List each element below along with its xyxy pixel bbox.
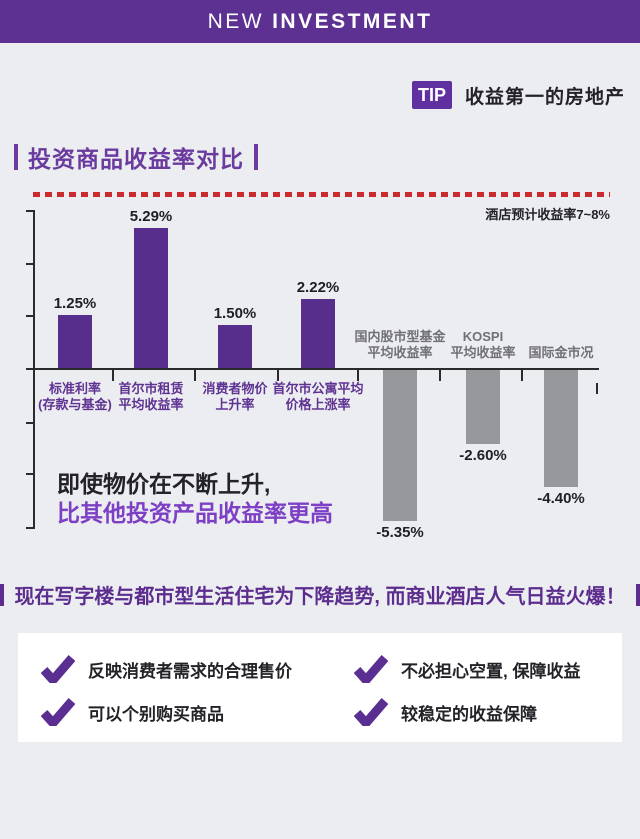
- x-axis-tick: [194, 368, 196, 381]
- x-axis-tick: [112, 368, 114, 381]
- x-axis-baseline: [26, 368, 599, 370]
- feature-label: 不必担心空置, 保障收益: [401, 661, 581, 681]
- bar-category-label: 首尔市租赁 平均收益率: [118, 381, 184, 412]
- chart-bar: [466, 370, 500, 444]
- statement-text: 现在写字楼与都市型生活住宅为下降趋势, 而商业酒店人气日益火爆！: [14, 586, 626, 608]
- feature-label: 反映消费者需求的合理售价: [88, 661, 292, 681]
- checkmark-icon: [41, 655, 75, 683]
- bar-category-label: KOSPI 平均收益率: [450, 329, 516, 360]
- y-axis-tick: [26, 473, 34, 475]
- bar-value-label: -4.40%: [537, 490, 585, 507]
- statement-banner: 现在写字楼与都市型生活住宅为下降趋势, 而商业酒店人气日益火爆！: [0, 580, 640, 609]
- feature-item: 较稳定的收益保障: [354, 693, 622, 731]
- reference-dashed-line: [33, 192, 610, 197]
- delimiter-bar-icon: [14, 144, 18, 170]
- y-axis-tick: [26, 210, 34, 212]
- x-axis-tick: [277, 368, 279, 381]
- feature-item: 可以个别购买商品: [41, 693, 354, 731]
- header-banner: NEW INVESTMENT: [0, 0, 640, 43]
- tip-row: TIP 收益第一的房地产: [411, 81, 625, 109]
- y-axis-tick: [26, 263, 34, 265]
- bar-category-label: 消费者物价 上升率: [202, 381, 268, 412]
- x-axis-end-tick: [596, 383, 598, 394]
- chart-bar: [218, 325, 252, 368]
- header-title-light: NEW: [207, 9, 265, 33]
- bar-value-label: 2.22%: [296, 279, 340, 296]
- bar-category-label: 标准利率 (存款与基金): [38, 381, 112, 412]
- x-axis-tick: [357, 368, 359, 381]
- chart-bar: [301, 299, 335, 368]
- chart-bar: [383, 370, 417, 521]
- tip-title: 收益第一的房地产: [464, 86, 625, 108]
- chart-bar: [134, 228, 168, 368]
- chart-annotation: 即使物价在不断上升, 比其他投资产品收益率更高: [57, 470, 333, 528]
- delimiter-bar-icon: [635, 583, 640, 606]
- bar-value-label: -5.35%: [376, 524, 424, 541]
- bar-value-label: 1.25%: [53, 295, 97, 312]
- annotation-line-1: 即使物价在不断上升,: [57, 471, 271, 497]
- bar-category-label: 首尔市公寓平均 价格上涨率: [272, 381, 364, 412]
- delimiter-bar-icon: [254, 144, 258, 170]
- chart-bar: [58, 315, 92, 368]
- checkmark-icon: [354, 655, 388, 683]
- feature-item: 反映消费者需求的合理售价: [41, 650, 354, 688]
- feature-label: 较稳定的收益保障: [401, 704, 537, 724]
- bar-chart: 酒店预计收益率7~8% 即使物价在不断上升, 比其他投资产品收益率更高 1.25…: [0, 185, 640, 560]
- delimiter-bar-icon: [0, 583, 5, 606]
- x-axis-tick: [521, 368, 523, 381]
- feature-item: 不必担心空置, 保障收益: [354, 650, 622, 688]
- header-title-bold: INVESTMENT: [272, 9, 433, 33]
- section-title: 投资商品收益率对比: [14, 140, 258, 174]
- bar-category-label: 国际金市况: [528, 345, 594, 360]
- features-box: 反映消费者需求的合理售价 不必担心空置, 保障收益 可以个别购买商品 较稳定的收…: [18, 633, 622, 742]
- y-axis-tick: [26, 315, 34, 317]
- bar-value-label: 5.29%: [129, 208, 173, 225]
- bar-category-label: 国内股市型基金 平均收益率: [354, 329, 446, 360]
- section-title-text: 投资商品收益率对比: [28, 146, 244, 172]
- feature-label: 可以个别购买商品: [88, 704, 224, 724]
- checkmark-icon: [41, 698, 75, 726]
- reference-line-label: 酒店预计收益率7~8%: [485, 207, 610, 222]
- y-axis-tick: [26, 527, 34, 529]
- bar-value-label: -2.60%: [459, 447, 507, 464]
- chart-bar: [544, 370, 578, 487]
- annotation-line-2: 比其他投资产品收益率更高: [57, 500, 333, 526]
- y-axis-tick: [26, 422, 34, 424]
- x-axis-tick: [439, 368, 441, 381]
- tip-badge: TIP: [411, 81, 452, 109]
- checkmark-icon: [354, 698, 388, 726]
- bar-value-label: 1.50%: [213, 305, 257, 322]
